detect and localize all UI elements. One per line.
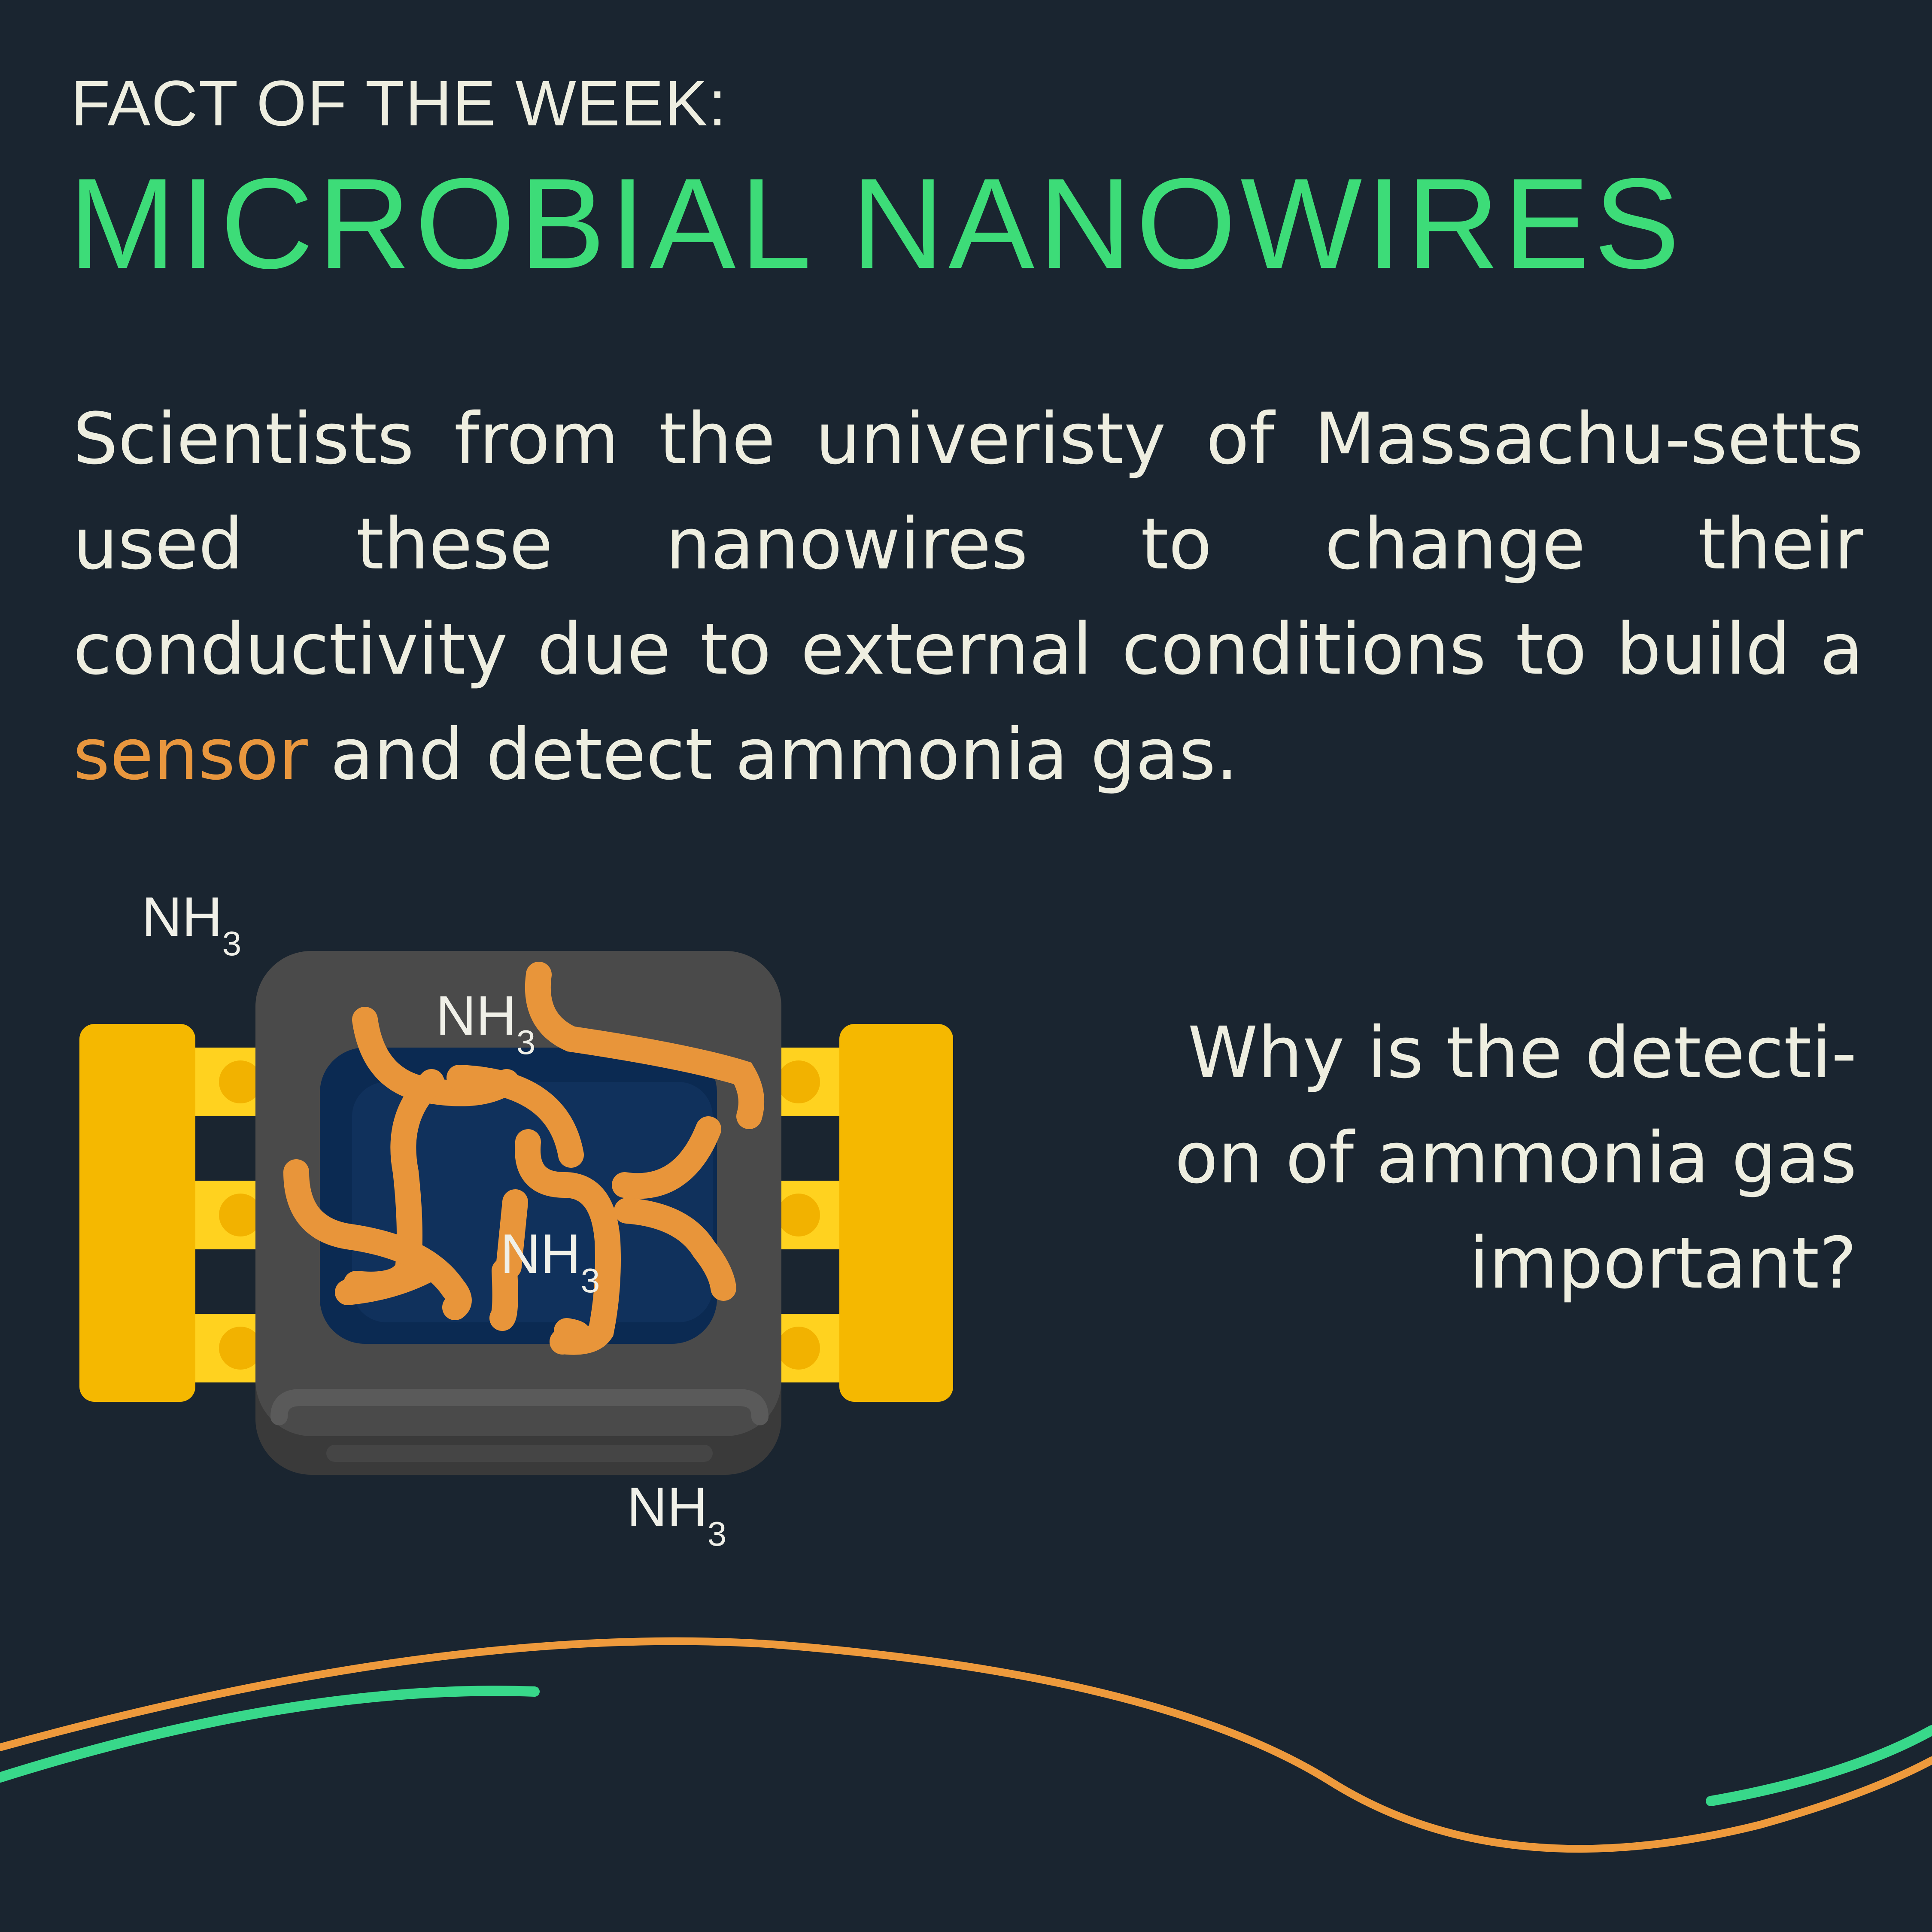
nanowire-icon	[283, 962, 764, 1355]
nh3-label-main: NH	[627, 1476, 708, 1538]
nh3-label-sub: 3	[222, 924, 242, 963]
wave-decoration	[0, 1637, 1932, 1853]
nh3-label: NH3	[627, 1476, 726, 1551]
question-line-1: Why is the detecti-	[1188, 1012, 1857, 1094]
nh3-label: NH3	[142, 889, 241, 961]
question-line-3: important?	[1469, 1222, 1857, 1304]
nh3-label-sub: 3	[580, 1261, 600, 1300]
nh3-label-sub: 3	[707, 1515, 727, 1553]
nh3-label: NH3	[500, 1226, 600, 1298]
nh3-label-main: NH	[142, 885, 222, 948]
nh3-label: NH3	[436, 987, 535, 1060]
question-text: Why is the detecti- on of ammonia gas im…	[1041, 1000, 1857, 1316]
question-line-2: on of ammonia gas	[1175, 1117, 1857, 1199]
fact-paragraph: Scientists from the univeristy of Massac…	[73, 386, 1863, 807]
nh3-label-main: NH	[500, 1222, 581, 1285]
sensor-chip-icon	[79, 951, 953, 1475]
fact-kicker: FACT OF THE WEEK:	[71, 67, 727, 139]
nh3-label-sub: 3	[516, 1023, 536, 1061]
right-pins	[760, 1024, 953, 1402]
paragraph-text-end: and detect ammonia gas.	[307, 713, 1239, 796]
left-pins	[79, 1024, 279, 1402]
nh3-label-main: NH	[436, 984, 516, 1047]
page-title: MICROBIAL NANOWIRES	[69, 151, 1684, 295]
paragraph-text-start: Scientists from the univeristy of Massac…	[73, 398, 1863, 690]
highlight-word-sensor: sensor	[73, 713, 308, 796]
